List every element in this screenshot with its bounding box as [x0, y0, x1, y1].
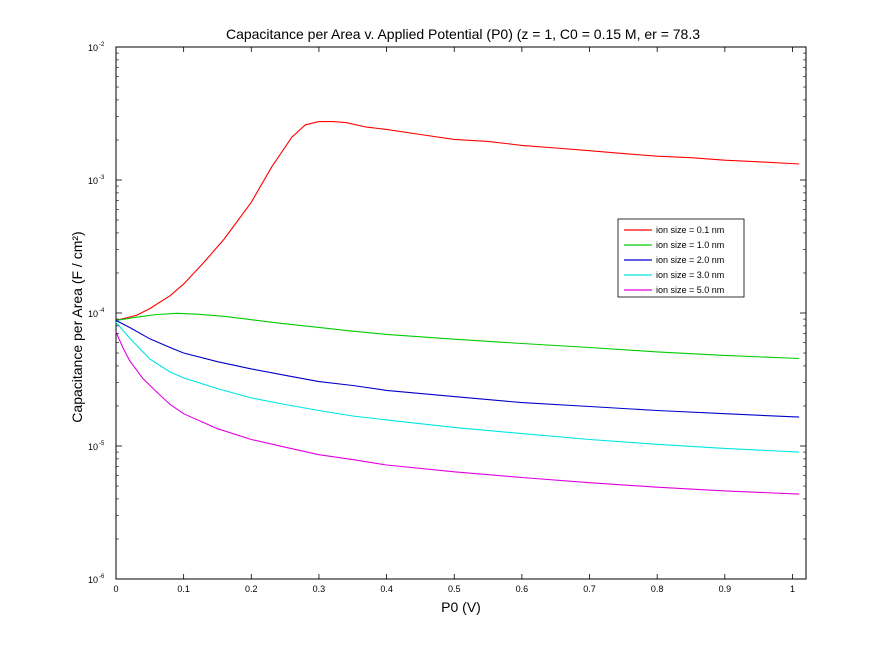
- chart-title: Capacitance per Area v. Applied Potentia…: [226, 26, 700, 42]
- y-axis-ticks: 10-610-510-410-310-2: [88, 42, 806, 585]
- y-tick-label: 10: [88, 176, 98, 186]
- series-line-1: [115, 121, 800, 321]
- series-line-3: [115, 319, 800, 418]
- x-tick-label: 0.5: [448, 584, 461, 594]
- x-tick-label: 0.2: [245, 584, 258, 594]
- x-tick-label: 0.1: [177, 584, 190, 594]
- x-tick-label: 0.9: [719, 584, 732, 594]
- y-tick-label: 10: [88, 309, 98, 319]
- legend-box: [617, 218, 745, 298]
- x-tick-label: 0.4: [380, 584, 393, 594]
- legend-label-4: ion size = 3.0 nm: [656, 270, 724, 280]
- x-tick-label: 0.8: [651, 584, 664, 594]
- legend-label-5: ion size = 5.0 nm: [656, 285, 724, 295]
- legend: ion size = 0.1 nm ion size = 1.0 nm ion si…: [617, 218, 745, 298]
- y-tick-exponent: -6: [99, 574, 105, 580]
- y-tick-exponent: -3: [99, 175, 105, 181]
- series-line-2: [115, 312, 800, 360]
- x-tick-label: 0.6: [516, 584, 529, 594]
- plot-area: 0 0.1 0.2 0.3 0.4 0.5 0.6 0.7 0.8 0.9 1 10-610-510…: [88, 42, 807, 594]
- y-axis-label: Capacitance per Area (F / cm²): [69, 231, 85, 422]
- series-layer: [115, 121, 800, 495]
- legend-label-3: ion size = 2.0 nm: [656, 255, 724, 265]
- legend-items: ion size = 0.1 nm ion size = 1.0 nm ion si…: [624, 225, 724, 295]
- x-tick-label: 0.7: [583, 584, 596, 594]
- y-tick-exponent: -2: [99, 42, 105, 48]
- x-tick-label: 0.3: [313, 584, 326, 594]
- y-tick-label: 10: [88, 442, 98, 452]
- y-tick-exponent: -5: [99, 441, 105, 447]
- series-line-5: [115, 331, 800, 495]
- x-tick-label: 0: [113, 584, 118, 594]
- x-axis-label: P0 (V): [441, 599, 481, 615]
- y-tick-exponent: -4: [99, 308, 105, 314]
- series-line-4: [115, 322, 800, 453]
- legend-label-2: ion size = 1.0 nm: [656, 240, 724, 250]
- x-tick-label: 1: [790, 584, 795, 594]
- y-tick-label: 10: [88, 43, 98, 53]
- y-tick-label: 10: [88, 575, 98, 585]
- legend-label-1: ion size = 0.1 nm: [656, 225, 724, 235]
- x-axis-ticks: 0 0.1 0.2 0.3 0.4 0.5 0.6 0.7 0.8 0.9 1: [113, 47, 795, 594]
